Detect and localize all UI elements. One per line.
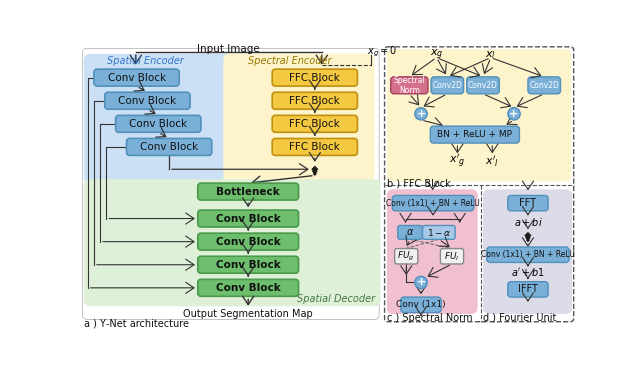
FancyBboxPatch shape xyxy=(272,92,358,109)
FancyBboxPatch shape xyxy=(272,69,358,86)
Text: FFC Block: FFC Block xyxy=(289,73,340,83)
Text: $x_g$: $x_g$ xyxy=(429,48,444,62)
Text: Conv Block: Conv Block xyxy=(216,214,280,224)
Text: Conv2D: Conv2D xyxy=(529,81,559,90)
Text: FFC Block: FFC Block xyxy=(289,96,340,106)
FancyBboxPatch shape xyxy=(272,138,358,155)
FancyBboxPatch shape xyxy=(198,279,298,296)
FancyBboxPatch shape xyxy=(127,138,212,155)
Ellipse shape xyxy=(415,108,428,120)
Text: IFFT: IFFT xyxy=(518,285,538,294)
Text: $FU_g$: $FU_g$ xyxy=(397,250,415,263)
FancyBboxPatch shape xyxy=(508,196,548,211)
Text: Bottleneck: Bottleneck xyxy=(216,187,280,197)
Text: Conv2D: Conv2D xyxy=(468,81,498,90)
Polygon shape xyxy=(313,173,316,175)
Text: b ) FFC Block: b ) FFC Block xyxy=(387,178,451,188)
FancyBboxPatch shape xyxy=(528,77,561,94)
Text: +: + xyxy=(417,109,426,119)
FancyBboxPatch shape xyxy=(397,226,422,239)
Text: Conv Block: Conv Block xyxy=(216,237,280,247)
Text: FFC Block: FFC Block xyxy=(289,142,340,152)
Text: Spectral Encoder: Spectral Encoder xyxy=(248,56,331,66)
Polygon shape xyxy=(312,169,317,174)
Text: $a' + b1$: $a' + b1$ xyxy=(511,266,545,279)
FancyBboxPatch shape xyxy=(387,189,477,314)
Polygon shape xyxy=(527,239,529,242)
Text: FFC Block: FFC Block xyxy=(289,119,340,129)
Text: BN + ReLU + MP: BN + ReLU + MP xyxy=(437,130,513,139)
FancyBboxPatch shape xyxy=(431,77,463,94)
Text: a ) Υ-Net architecture: a ) Υ-Net architecture xyxy=(84,318,189,328)
FancyBboxPatch shape xyxy=(422,226,455,239)
FancyBboxPatch shape xyxy=(223,54,374,183)
FancyBboxPatch shape xyxy=(94,69,179,86)
FancyBboxPatch shape xyxy=(467,77,499,94)
FancyBboxPatch shape xyxy=(116,115,201,132)
Text: Conv (1x1) + BN + ReLU: Conv (1x1) + BN + ReLU xyxy=(481,250,575,259)
Text: Output Segmentation Map: Output Segmentation Map xyxy=(183,309,313,319)
Polygon shape xyxy=(525,236,531,240)
Text: Conv Block: Conv Block xyxy=(129,119,188,129)
Polygon shape xyxy=(312,166,318,173)
Text: Input Image: Input Image xyxy=(197,44,260,54)
FancyBboxPatch shape xyxy=(272,115,358,132)
Text: Conv Block: Conv Block xyxy=(140,142,198,152)
Text: +: + xyxy=(417,278,426,288)
Text: d ) Fourier Unit: d ) Fourier Unit xyxy=(483,313,556,323)
Text: Conv (1x1) + BN + ReLU: Conv (1x1) + BN + ReLU xyxy=(386,198,480,208)
FancyBboxPatch shape xyxy=(198,183,298,200)
Text: $a + bi$: $a + bi$ xyxy=(513,216,542,228)
FancyBboxPatch shape xyxy=(392,196,474,211)
Text: Conv2D: Conv2D xyxy=(433,81,462,90)
FancyBboxPatch shape xyxy=(395,249,418,264)
FancyBboxPatch shape xyxy=(387,49,572,181)
Polygon shape xyxy=(525,232,531,239)
FancyBboxPatch shape xyxy=(487,247,569,262)
Text: $\alpha$: $\alpha$ xyxy=(406,227,414,237)
FancyBboxPatch shape xyxy=(401,297,441,312)
FancyBboxPatch shape xyxy=(105,92,190,109)
Text: $x'_g$: $x'_g$ xyxy=(449,153,466,170)
Ellipse shape xyxy=(415,276,428,289)
Text: Conv (1x1): Conv (1x1) xyxy=(396,300,446,309)
Text: Spatial Decoder: Spatial Decoder xyxy=(297,293,375,303)
Text: Conv Block: Conv Block xyxy=(216,283,280,293)
Text: c ) Spectral Norm: c ) Spectral Norm xyxy=(387,313,472,323)
Text: $1-\alpha$: $1-\alpha$ xyxy=(426,227,451,238)
Text: Spectral
Norm: Spectral Norm xyxy=(394,76,425,95)
Ellipse shape xyxy=(508,108,520,120)
FancyBboxPatch shape xyxy=(508,282,548,297)
FancyBboxPatch shape xyxy=(391,77,428,94)
Text: $x'_l$: $x'_l$ xyxy=(485,154,499,169)
Text: $FU_l$: $FU_l$ xyxy=(444,250,460,263)
FancyBboxPatch shape xyxy=(198,233,298,250)
FancyBboxPatch shape xyxy=(84,179,381,306)
FancyBboxPatch shape xyxy=(198,210,298,227)
Text: $x_l$: $x_l$ xyxy=(485,49,496,61)
Text: FFT: FFT xyxy=(520,198,536,208)
Text: Conv Block: Conv Block xyxy=(216,260,280,270)
FancyBboxPatch shape xyxy=(198,256,298,273)
Text: +: + xyxy=(509,109,518,119)
Text: $x_g=0$: $x_g=0$ xyxy=(367,45,397,59)
FancyBboxPatch shape xyxy=(84,54,235,183)
FancyBboxPatch shape xyxy=(430,126,520,143)
Text: Spatial Encoder: Spatial Encoder xyxy=(108,56,184,66)
FancyBboxPatch shape xyxy=(440,249,463,264)
Text: Conv Block: Conv Block xyxy=(118,96,177,106)
FancyBboxPatch shape xyxy=(483,189,572,314)
Text: Conv Block: Conv Block xyxy=(108,73,166,83)
